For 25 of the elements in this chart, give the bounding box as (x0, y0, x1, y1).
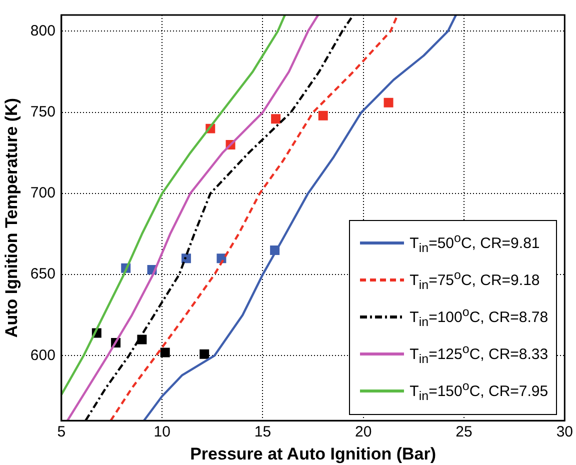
x-axis-title: Pressure at Auto Ignition (Bar) (190, 444, 436, 464)
legend-label: T$_{in}$=125$^{o}$C, CR=8.33 (410, 342, 548, 366)
y-tick-label: 600 (30, 346, 56, 364)
x-tick-label: 30 (556, 424, 573, 441)
x-tick-label: 15 (254, 424, 272, 441)
y-tick-label: 750 (30, 103, 56, 120)
x-tick-label: 25 (456, 424, 472, 441)
y-tick-label: 800 (30, 22, 56, 40)
y-tick-label: 650 (30, 266, 56, 283)
legend-label: T$_{in}$=150$^{o}$C, CR=7.95 (410, 379, 548, 404)
point (160, 348, 170, 358)
line-series (110, 15, 399, 421)
y-axis-title: Auto Ignition Temperature (K) (2, 98, 21, 338)
point (384, 98, 394, 108)
legend-label: T$_{in}$=100$^{o}$C, CR=8.78 (410, 305, 548, 330)
x-tick-label: 20 (355, 424, 372, 441)
x-tick-label: 5 (57, 424, 66, 441)
point (318, 110, 328, 120)
y-tick-label: 700 (30, 184, 56, 202)
point (200, 349, 210, 359)
legend-label: T$_{in}$=50$^{o}$C, CR=9.81 (410, 231, 540, 256)
point (271, 114, 281, 124)
point (181, 254, 191, 264)
x-tick-label: 10 (154, 424, 170, 441)
legend-label: T$_{in}$=75$^{o}$C, CR=9.18 (410, 268, 540, 292)
